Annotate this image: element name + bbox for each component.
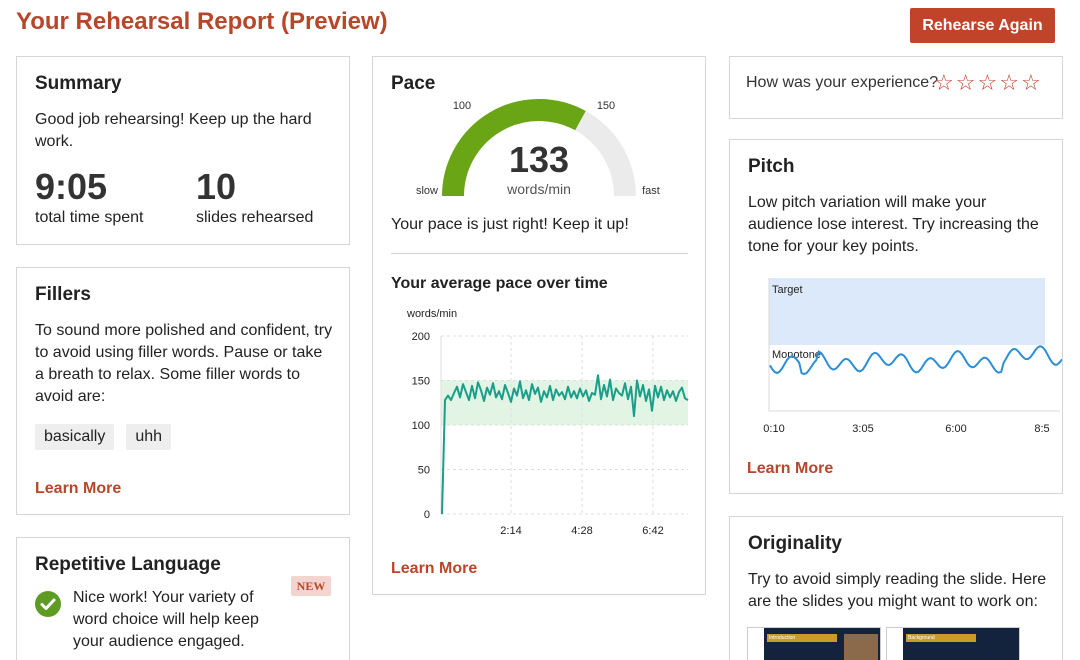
- pitch-message: Low pitch variation will make your audie…: [748, 194, 1039, 255]
- star-icon[interactable]: ☆: [999, 70, 1019, 95]
- pace-target-band: [441, 380, 688, 425]
- pace-x-tick: 2:14: [500, 525, 521, 537]
- repetitive-title: Repetitive Language: [35, 554, 221, 575]
- summary-message: Good job rehearsing! Keep up the hard wo…: [35, 111, 312, 150]
- pitch-target-band: [769, 278, 1045, 345]
- gauge-unit: words/min: [506, 181, 571, 197]
- star-icon[interactable]: ☆: [934, 70, 954, 95]
- originality-title: Originality: [748, 533, 842, 554]
- fillers-card: Fillers To sound more polished and confi…: [16, 267, 350, 515]
- fillers-learn-more-link[interactable]: Learn More: [35, 480, 122, 497]
- slide-image: [844, 634, 878, 660]
- pitch-x-tick: 0:10: [763, 423, 784, 435]
- gauge-max-tick: 150: [597, 100, 615, 112]
- slides-rehearsed-value: 10: [196, 166, 237, 207]
- fillers-title: Fillers: [35, 284, 91, 305]
- pitch-x-tick: 3:05: [852, 423, 873, 435]
- star-rating[interactable]: ☆ ☆ ☆ ☆ ☆: [934, 71, 1041, 95]
- pitch-chart: Target Monotone 0:10 3:05 6:00 8:5: [763, 278, 1062, 435]
- summary-title: Summary: [35, 73, 122, 94]
- pace-over-time-chart: words/min 0 50 100 150 200 2:14 4:28 6:42: [406, 308, 689, 537]
- pace-x-tick: 4:28: [571, 525, 592, 537]
- fillers-message: To sound more polished and confident, tr…: [35, 322, 333, 405]
- slide-preview: Introduction: [764, 628, 880, 660]
- pace-gauge: 100 150 slow fast 133 words/min: [416, 99, 660, 197]
- checkmark-icon: [35, 591, 61, 617]
- slide-title: Introduction: [767, 634, 837, 642]
- pace-message: Your pace is just right! Keep it up!: [391, 216, 629, 233]
- gauge-fill: [442, 99, 586, 197]
- pitch-monotone-label: Monotone: [772, 349, 821, 361]
- new-badge: NEW: [291, 576, 331, 596]
- gauge-slow-label: slow: [416, 185, 438, 197]
- star-icon[interactable]: ☆: [1020, 70, 1041, 95]
- pitch-learn-more-link[interactable]: Learn More: [747, 460, 834, 477]
- slide-title: Background: [906, 634, 976, 642]
- pitch-target-label: Target: [772, 284, 803, 296]
- gauge-value: 133: [509, 139, 569, 180]
- page-title: Your Rehearsal Report (Preview): [16, 8, 388, 35]
- repetitive-language-card: Repetitive Language: [16, 537, 350, 660]
- star-icon[interactable]: ☆: [977, 70, 998, 95]
- pace-divider: [391, 253, 688, 254]
- filler-word-chip: uhh: [126, 424, 172, 450]
- time-stat: 9:05 total time spent: [35, 167, 144, 227]
- pace-card: Pace: [372, 56, 706, 595]
- originality-message: Try to avoid simply reading the slide. H…: [748, 571, 1047, 610]
- pace-y-axis-label: words/min: [406, 308, 457, 320]
- time-spent-label: total time spent: [35, 209, 144, 226]
- star-icon[interactable]: ☆: [955, 70, 976, 95]
- pitch-line: [769, 345, 1062, 376]
- gauge-fast-label: fast: [642, 185, 660, 197]
- pace-y-tick: 0: [424, 509, 430, 521]
- experience-card: [729, 56, 1063, 119]
- pace-chart-title: Your average pace over time: [391, 275, 608, 292]
- summary-card: Summary Good job rehearsing! Keep up the…: [16, 56, 350, 245]
- gauge-min-tick: 100: [453, 100, 471, 112]
- pace-learn-more-link[interactable]: Learn More: [391, 560, 478, 577]
- pace-y-tick: 50: [418, 465, 430, 477]
- pitch-title: Pitch: [748, 156, 795, 177]
- pace-y-tick: 150: [412, 376, 430, 388]
- filler-word-chip: basically: [35, 424, 115, 450]
- filler-words-list: basically uhh: [35, 424, 331, 450]
- repetitive-message: Nice work! Your variety of word choice w…: [73, 589, 259, 650]
- pitch-x-tick: 8:5: [1034, 423, 1049, 435]
- time-spent-value: 9:05: [35, 166, 108, 207]
- experience-question: How was your experience?: [746, 74, 939, 91]
- pace-x-tick: 6:42: [642, 525, 663, 537]
- slides-stat: 10 slides rehearsed: [196, 167, 313, 227]
- slide-thumbnail[interactable]: Background: [886, 627, 1020, 660]
- pace-title: Pace: [391, 73, 436, 94]
- pace-y-tick: 100: [412, 420, 430, 432]
- pace-y-tick: 200: [412, 331, 430, 343]
- slide-preview: Background: [903, 628, 1019, 660]
- pitch-x-tick: 6:00: [945, 423, 966, 435]
- pace-series-line: [441, 374, 689, 515]
- slides-rehearsed-label: slides rehearsed: [196, 209, 314, 226]
- slide-thumbnail[interactable]: Introduction: [747, 627, 881, 660]
- rehearse-again-button[interactable]: Rehearse Again: [910, 8, 1055, 43]
